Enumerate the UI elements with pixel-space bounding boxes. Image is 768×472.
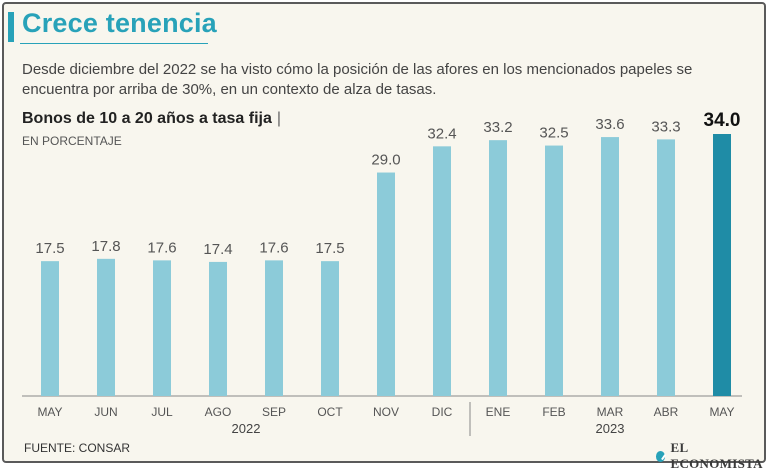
bar-may-12 (713, 134, 731, 396)
x-tick-label: ENE (486, 405, 511, 419)
x-tick-label: DIC (432, 405, 453, 419)
bar-sep-4 (265, 260, 283, 396)
bar-abr-11 (657, 139, 675, 397)
bar-jun-1 (97, 258, 115, 396)
value-label: 17.8 (91, 238, 120, 255)
value-label: 17.6 (259, 239, 288, 256)
bar-ago-3 (209, 261, 227, 396)
value-label: 33.2 (483, 119, 512, 136)
x-tick-label: SEP (262, 405, 286, 419)
value-label: 17.5 (315, 240, 344, 257)
value-label: 34.0 (704, 110, 741, 131)
x-tick-label: MAY (37, 405, 62, 419)
chart-unit-label: EN PORCENTAJE (22, 134, 122, 148)
bar-ene-8 (489, 140, 507, 396)
year-label: 2023 (596, 421, 625, 436)
chart-title-separator: | (276, 110, 282, 127)
bar-jul-2 (153, 260, 171, 396)
x-tick-label: ABR (654, 405, 679, 419)
value-label: 32.5 (539, 125, 568, 142)
source-note: FUENTE: CONSAR (24, 441, 131, 455)
infographic-subtitle: Desde diciembre del 2022 se ha visto cóm… (22, 61, 693, 98)
title-underline (20, 43, 208, 44)
value-label: 29.0 (371, 152, 400, 169)
value-label: 17.6 (147, 239, 176, 256)
bar-nov-6 (377, 172, 395, 396)
x-tick-label: OCT (317, 405, 343, 419)
chart-title: Bonos de 10 a 20 años a tasa fija | (22, 110, 281, 128)
bar-feb-9 (545, 145, 563, 396)
x-tick-label: FEB (542, 405, 565, 419)
infographic-title: Crece tenencia (22, 8, 217, 38)
year-label: 2022 (232, 421, 261, 436)
value-label: 17.4 (203, 241, 232, 258)
chart-title-text: Bonos de 10 a 20 años a tasa fija (22, 110, 272, 127)
x-tick-label: MAR (597, 405, 624, 419)
x-tick-label: AGO (205, 405, 232, 419)
bar-may-0 (41, 261, 59, 396)
x-tick-label: NOV (373, 405, 399, 419)
value-label: 17.5 (35, 240, 64, 257)
check-circle-icon (656, 450, 666, 462)
brand-logo: EL ECONOMISTA (656, 440, 768, 472)
x-tick-label: JUN (94, 405, 117, 419)
x-tick-label: MAY (709, 405, 734, 419)
bar-mar-10 (601, 137, 619, 397)
bar-oct-5 (321, 261, 339, 396)
x-tick-label: JUL (151, 405, 173, 419)
brand-name: EL ECONOMISTA (670, 440, 763, 471)
value-label: 32.4 (427, 125, 456, 142)
value-label: 33.3 (651, 118, 680, 135)
value-label: 33.6 (595, 116, 624, 133)
title-accent-bar (8, 12, 14, 42)
bar-dic-7 (433, 146, 451, 396)
